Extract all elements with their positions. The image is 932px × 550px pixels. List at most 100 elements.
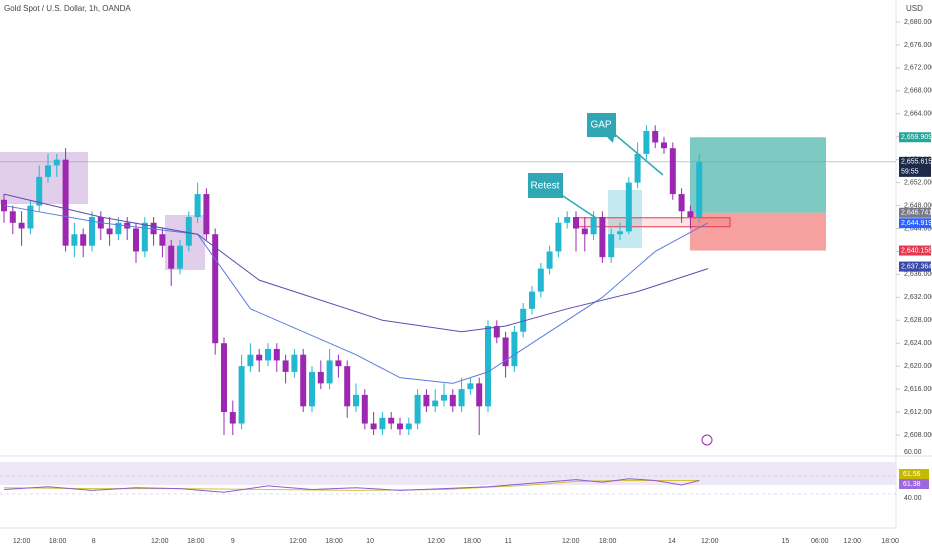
candle-body	[405, 423, 412, 430]
candle-body	[590, 217, 597, 235]
y-tick-label: 2,628.000	[904, 317, 932, 324]
gap-box	[573, 217, 731, 228]
price-badge	[899, 207, 931, 218]
moving-average	[3, 205, 709, 384]
countdown: 59:55	[901, 169, 919, 176]
x-tick-label: 12:00	[844, 538, 862, 545]
candle-body	[309, 371, 315, 407]
candle-body	[194, 194, 201, 218]
y-tick-label: 2,636.000	[904, 271, 932, 278]
y-tick-label: 2,608.000	[904, 432, 932, 439]
candle-body	[229, 412, 236, 424]
y-tick-label: 2,632.000	[904, 294, 932, 301]
candle-body	[441, 394, 447, 401]
x-tick-label: 18:00	[463, 538, 481, 545]
candle-body	[634, 153, 641, 183]
candle-body	[529, 291, 535, 309]
candle-body	[89, 217, 95, 246]
candle-body	[564, 217, 571, 223]
x-tick-label: 9	[231, 538, 235, 545]
candle-body	[27, 205, 34, 229]
chart-title: Gold Spot / U.S. Dollar, 1h, OANDA	[4, 4, 131, 13]
candle-body	[141, 222, 148, 252]
callout	[587, 113, 616, 143]
candle-body	[265, 348, 271, 361]
candle-body	[379, 417, 386, 430]
rsi-badge	[899, 469, 929, 479]
price-badge-label: 2,644.919	[901, 220, 932, 227]
candle-body	[573, 217, 579, 229]
candle-body	[247, 354, 254, 367]
candle-body	[432, 400, 439, 407]
candle-body	[555, 222, 562, 252]
candle-body	[177, 245, 183, 269]
candle-body	[317, 371, 324, 384]
y-tick-label: 2,672.000	[904, 65, 932, 72]
candle-body	[458, 389, 465, 407]
x-tick-label: 18:00	[881, 538, 899, 545]
annotation: GAP	[590, 120, 611, 131]
y-tick-label: 2,676.000	[904, 42, 932, 49]
annotation: Retest	[531, 181, 560, 192]
price-badge	[899, 156, 931, 177]
rsi-badge-label: 61.56	[903, 471, 921, 478]
candle-body	[212, 234, 219, 344]
x-tick-label: 18:00	[599, 538, 617, 545]
candle-body	[661, 142, 667, 149]
arrow	[559, 193, 597, 219]
candle-body	[643, 130, 650, 154]
x-tick-label: 12:00	[151, 538, 169, 545]
candle-body	[344, 366, 351, 407]
x-tick-label: 12:00	[289, 538, 307, 545]
rsi-tick-label: 40.00	[904, 495, 922, 502]
price-badge-label: 2,659.909	[901, 134, 932, 141]
candle-body	[537, 268, 544, 292]
candle-body	[106, 228, 113, 235]
candle-body	[238, 366, 245, 424]
candle-body	[696, 161, 703, 218]
x-tick-label: 12:00	[13, 538, 31, 545]
candle-body	[353, 394, 359, 407]
rsi-band	[0, 462, 896, 485]
candle-body	[493, 326, 500, 338]
event-icon[interactable]	[701, 434, 713, 446]
candle-body	[687, 211, 694, 218]
candle-body	[546, 251, 553, 269]
candle-body	[168, 245, 175, 269]
price-badge	[899, 245, 931, 256]
candle-body	[599, 217, 606, 258]
candle-body	[53, 159, 60, 166]
rsi-badge-label: 61.38	[903, 481, 921, 488]
candle-body	[335, 360, 342, 367]
candle-body	[273, 348, 280, 361]
loss-zone	[690, 212, 826, 251]
candle-body	[625, 182, 632, 232]
price-badge-label: 2,640.158	[901, 247, 932, 254]
candle-body	[133, 228, 139, 252]
candle-body	[502, 337, 509, 367]
candle-body	[388, 417, 395, 424]
x-tick-label: 18:00	[49, 538, 67, 545]
candle-body	[449, 394, 456, 407]
candle-body	[256, 354, 263, 361]
rsi-line	[3, 478, 700, 493]
candle-body	[617, 231, 623, 235]
x-tick-label: 12:00	[701, 538, 719, 545]
candle-body	[423, 394, 430, 407]
x-tick-label: 12:00	[562, 538, 580, 545]
y-tick-label: 2,612.000	[904, 409, 932, 416]
candle-body	[608, 234, 615, 258]
rsi-badge	[899, 479, 929, 489]
price-badge-label: 2,646.741	[901, 210, 932, 217]
x-tick-label: 14	[668, 538, 676, 545]
candle-body	[282, 360, 289, 372]
candle-body	[71, 234, 78, 246]
candle-body	[511, 331, 518, 367]
y-tick-label: 2,668.000	[904, 88, 932, 95]
candle-body	[652, 130, 659, 143]
candle-body	[467, 383, 474, 390]
candle-body	[678, 194, 685, 212]
zone	[0, 152, 88, 204]
x-tick-label: 06:00	[811, 538, 829, 545]
